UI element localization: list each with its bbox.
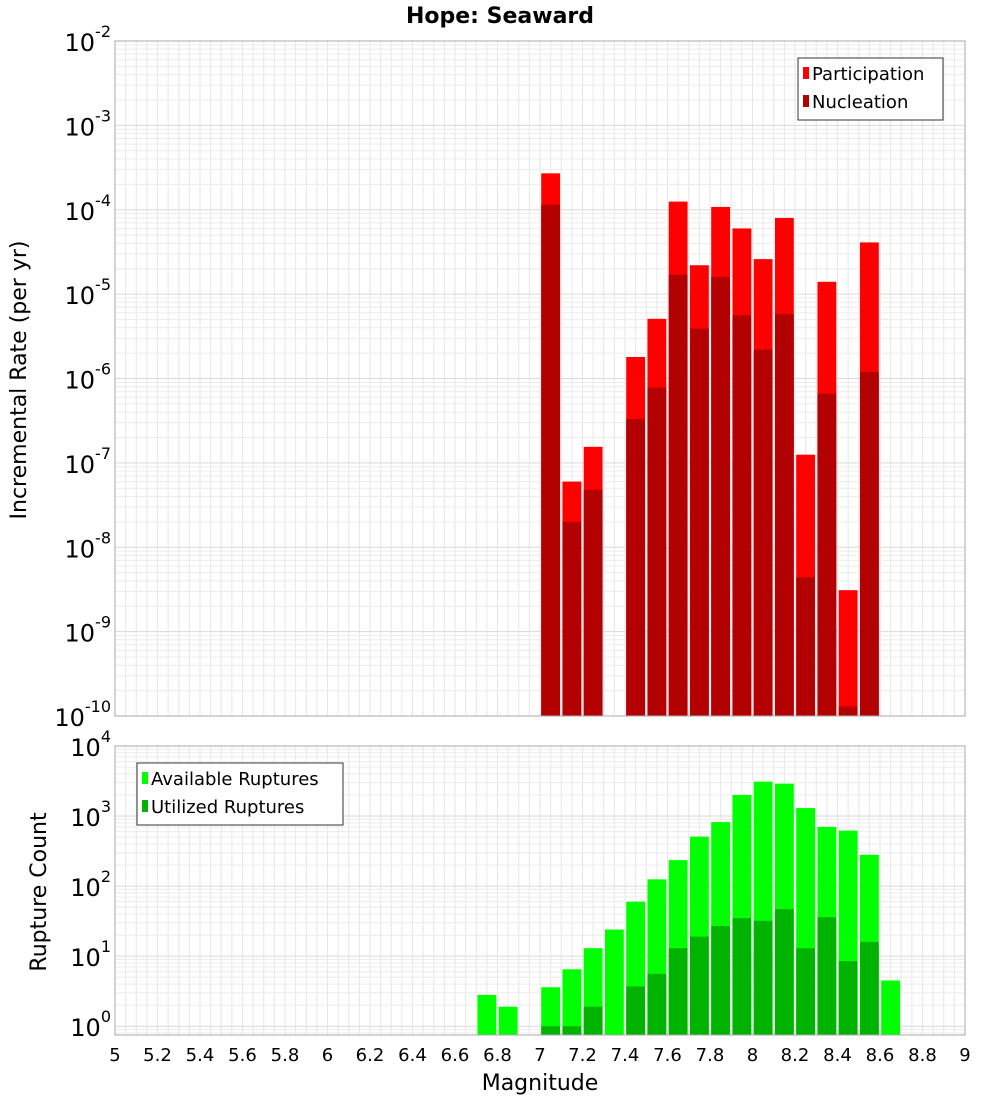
x-tick-labels: 5 5.2 5.4 5.6 5.8 6 6.2 6.4 6.6 6.8 7 7.2 7.4 7.6 7.8 8…: [109, 1045, 970, 1066]
y-tick-label: 103: [70, 797, 111, 832]
legend-label: Available Ruptures: [151, 769, 319, 790]
series-1-bars: [541, 204, 879, 717]
bar: [859, 941, 879, 1035]
y-tick-label: 10-7: [65, 444, 112, 479]
x-tick-label: 9: [959, 1045, 970, 1066]
legend-box: [797, 57, 944, 121]
x-tick-label: 5.2: [143, 1045, 172, 1066]
bar: [711, 925, 731, 1035]
bar: [562, 521, 582, 716]
x-tick-label: 5.4: [186, 1045, 215, 1066]
x-tick-label: 8.8: [908, 1045, 937, 1066]
x-tick-label: 8: [747, 1045, 758, 1066]
bar: [477, 994, 497, 1035]
x-tick-label: 6.2: [356, 1045, 385, 1066]
bar: [541, 204, 561, 717]
legend-label: Utilized Ruptures: [151, 797, 304, 818]
grid-lines: [114, 745, 966, 1035]
series-1-bars: [541, 909, 879, 1035]
bar: [732, 315, 752, 716]
x-tick-label: 5.6: [228, 1045, 257, 1066]
bar: [774, 909, 794, 1035]
bar: [583, 489, 603, 716]
bar: [647, 387, 667, 716]
x-tick-label: 5: [109, 1045, 120, 1066]
y-tick-label: 10-3: [65, 106, 112, 141]
bar: [541, 1026, 561, 1035]
bar: [817, 917, 837, 1035]
plot-border: [114, 745, 966, 1036]
bar: [689, 328, 709, 716]
x-axis-label: Magnitude: [482, 1071, 599, 1096]
x-tick-label: 5.8: [271, 1045, 300, 1066]
bar: [647, 973, 667, 1035]
bar: [668, 274, 688, 716]
x-tick-label: 7.6: [653, 1045, 682, 1066]
legend-swatch: [142, 772, 148, 784]
y-tick-label: 10-5: [65, 275, 112, 310]
x-tick-label: 8.4: [823, 1045, 852, 1066]
y-axis-label-rate: Incremental Rate (per yr): [7, 241, 32, 520]
y-tick-label: 10-4: [65, 191, 112, 226]
y-tick-label: 10-9: [65, 613, 112, 648]
legend-box: [136, 762, 344, 826]
bar: [838, 706, 858, 716]
y-tick-label: 101: [70, 937, 111, 972]
legend-swatch: [803, 95, 809, 107]
bar: [796, 577, 816, 716]
bar: [881, 980, 901, 1035]
y-tick-label: 104: [70, 727, 111, 762]
bar: [689, 936, 709, 1035]
bar: [498, 1006, 518, 1035]
bar: [711, 276, 731, 716]
y-tick-label: 10-10: [54, 697, 111, 732]
bar: [562, 1026, 582, 1035]
chart-title: Hope: Seaward: [406, 4, 594, 29]
bar: [541, 987, 561, 1035]
x-tick-label: 6.4: [398, 1045, 427, 1066]
bar: [604, 929, 624, 1035]
bar: [859, 371, 879, 716]
legend: Available Ruptures Utilized Ruptures: [136, 762, 344, 826]
y-tick-label: 100: [70, 1007, 111, 1042]
bar: [626, 419, 646, 716]
bar: [774, 314, 794, 716]
bar: [796, 948, 816, 1035]
y-tick-label: 10-2: [65, 22, 112, 57]
x-tick-label: 6: [322, 1045, 333, 1066]
bar: [562, 969, 582, 1035]
grid-lines: [114, 40, 966, 717]
bar: [626, 986, 646, 1035]
y-axis-label-count: Rupture Count: [27, 812, 52, 972]
bar: [817, 393, 837, 716]
legend-label: Participation: [812, 64, 924, 85]
bar: [668, 948, 688, 1035]
x-tick-label: 7.4: [611, 1045, 640, 1066]
legend-label: Nucleation: [812, 92, 908, 113]
y-tick-label: 10-6: [65, 360, 112, 395]
plot-panel-0: 10-10 10-9 10-8 10-7 10-6 10-5 10-4 10-3 10-2 Par…: [54, 22, 966, 732]
bar: [838, 961, 858, 1035]
plot-panel-1: 100 101 102 103 104 Available Ruptures Utilize…: [70, 727, 966, 1042]
y-tick-label: 10-8: [65, 528, 112, 563]
legend: Participation Nucleation: [797, 57, 944, 121]
x-tick-label: 8.2: [781, 1045, 810, 1066]
legend-swatch: [142, 800, 148, 812]
y-tick-label: 102: [70, 867, 111, 902]
bar: [753, 349, 773, 716]
legend-swatch: [803, 67, 809, 79]
bar: [838, 590, 858, 716]
bar: [753, 920, 773, 1035]
x-tick-label: 7.8: [696, 1045, 725, 1066]
bar: [583, 1006, 603, 1035]
x-tick-label: 7.2: [568, 1045, 597, 1066]
x-tick-label: 8.6: [866, 1045, 895, 1066]
bar: [732, 918, 752, 1035]
x-tick-label: 6.6: [441, 1045, 470, 1066]
x-tick-label: 7: [534, 1045, 545, 1066]
x-tick-label: 6.8: [483, 1045, 512, 1066]
plot-border: [114, 40, 966, 717]
